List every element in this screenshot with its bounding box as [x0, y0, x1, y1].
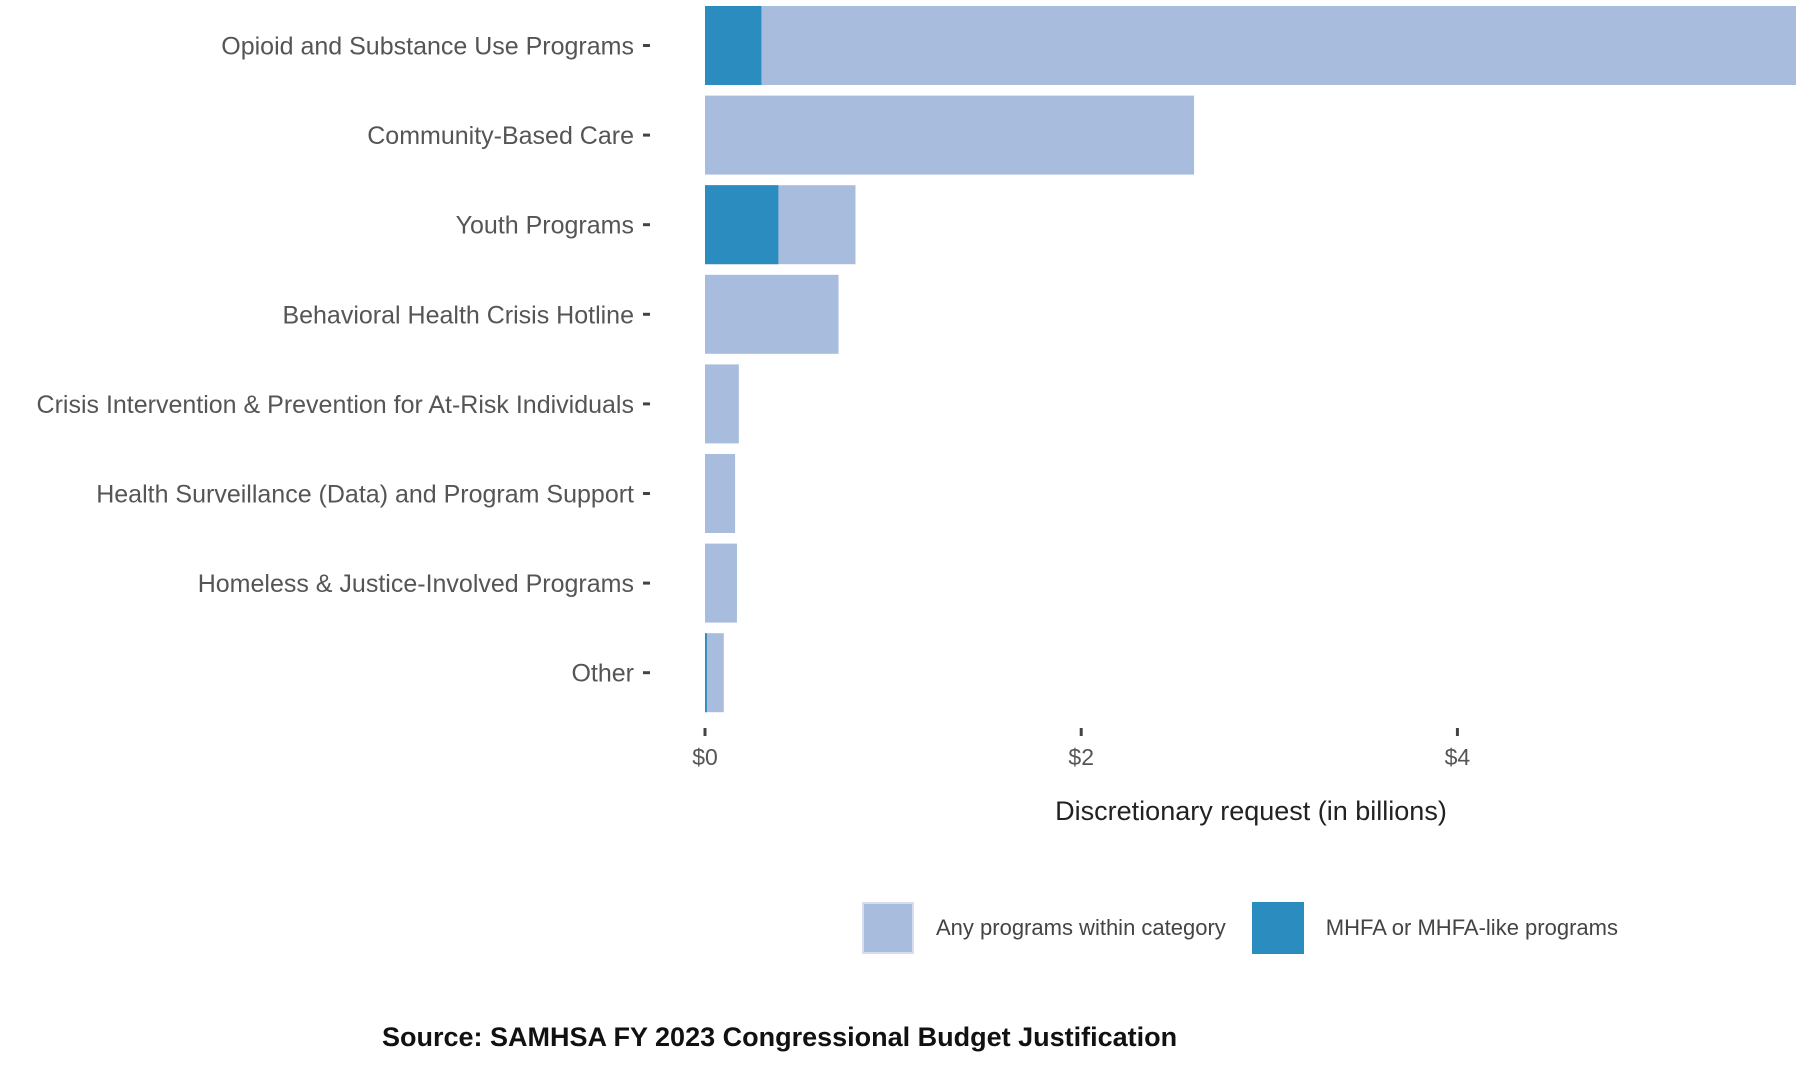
bar-any-programs — [705, 543, 737, 623]
category-label: Youth Programs — [456, 212, 634, 240]
category-label: Crisis Intervention & Prevention for At-… — [37, 391, 634, 419]
x-tick-label: $4 — [1445, 744, 1471, 770]
category-label: Health Surveillance (Data) and Program S… — [96, 481, 634, 509]
x-tick-label: $0 — [692, 744, 718, 770]
legend-item-mhfa: MHFA or MHFA-like programs — [1251, 902, 1618, 954]
bar-any-programs — [705, 6, 1796, 85]
source-note: Source: SAMHSA FY 2023 Congressional Bud… — [382, 1022, 1178, 1052]
legend-swatch-any-programs — [862, 902, 914, 954]
bar-any-programs — [705, 364, 739, 444]
x-tick-label: $2 — [1068, 744, 1094, 770]
legend-label-any-programs: Any programs within category — [936, 915, 1226, 940]
x-axis-title: Discretionary request (in billions) — [1055, 796, 1447, 826]
category-label: Homeless & Justice-Involved Programs — [198, 570, 634, 598]
legend-swatch-mhfa — [1251, 902, 1304, 954]
category-label: Other — [571, 660, 634, 688]
legend: Any programs within category MHFA or MHF… — [862, 902, 1644, 954]
bar-any-programs — [705, 633, 724, 713]
bar-mhfa — [705, 185, 779, 265]
category-label: Community-Based Care — [367, 122, 634, 150]
bar-any-programs — [705, 95, 1195, 175]
legend-label-mhfa: MHFA or MHFA-like programs — [1325, 915, 1618, 940]
bar-mhfa — [705, 633, 707, 713]
bar-any-programs — [705, 454, 736, 533]
legend-item-any-programs: Any programs within category — [862, 902, 1226, 954]
category-label: Behavioral Health Crisis Hotline — [282, 301, 634, 329]
bar-any-programs — [705, 274, 839, 354]
bar-mhfa — [705, 6, 762, 85]
category-label: Opioid and Substance Use Programs — [221, 33, 634, 61]
